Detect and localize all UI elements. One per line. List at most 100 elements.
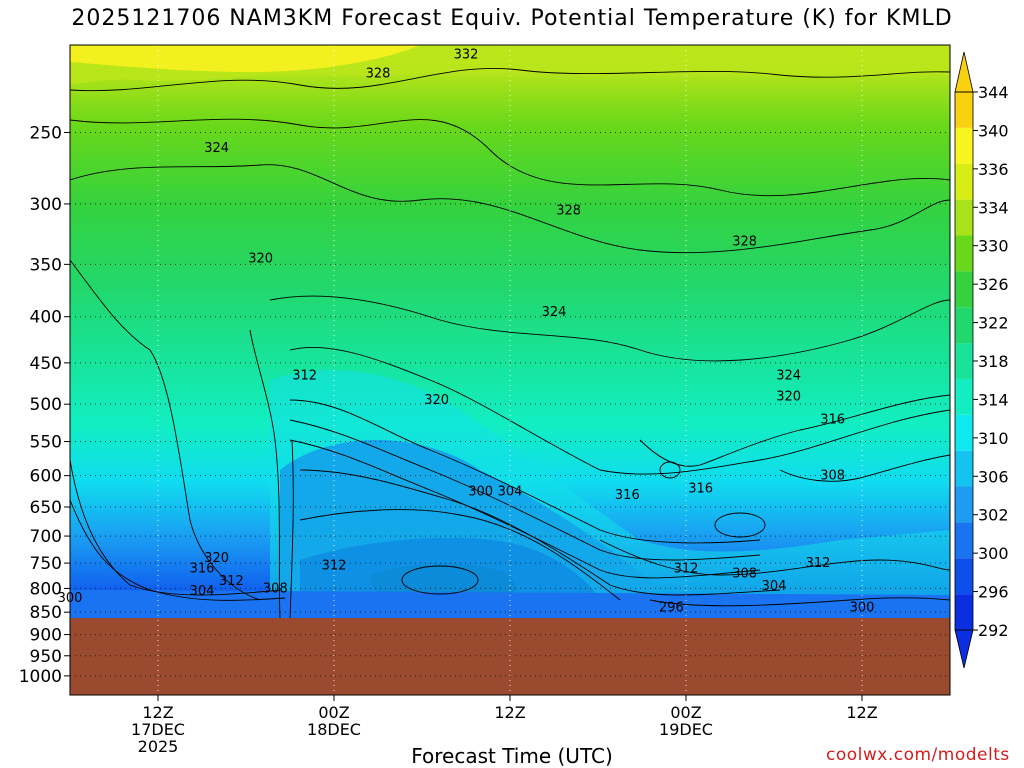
contour-label: 304 bbox=[498, 485, 523, 500]
contour-label: 320 bbox=[248, 252, 273, 267]
colorbar-segment bbox=[955, 378, 973, 415]
y-tick-label: 550 bbox=[30, 433, 62, 453]
contour-line bbox=[269, 295, 950, 362]
contour-line bbox=[289, 399, 761, 544]
contour-label: 320 bbox=[204, 551, 229, 566]
y-tick-label: 500 bbox=[30, 395, 62, 415]
y-tick-label: 350 bbox=[30, 255, 62, 275]
contour-line bbox=[289, 419, 761, 561]
contour-line bbox=[401, 565, 479, 595]
colorbar-segment bbox=[955, 92, 973, 128]
contour-label: 300 bbox=[850, 601, 875, 616]
contour-label: 312 bbox=[219, 574, 244, 589]
contour-label: 324 bbox=[776, 369, 801, 384]
contour-line bbox=[70, 67, 950, 92]
colorbar-segment bbox=[955, 414, 973, 451]
colorbar-segment bbox=[955, 271, 973, 308]
contour-label: 320 bbox=[776, 389, 801, 404]
colorbar-tick-label: 314 bbox=[978, 390, 1009, 409]
x-tick-label: 17DEC bbox=[131, 720, 185, 739]
x-tick-label: 12Z bbox=[494, 703, 525, 722]
y-tick-label: 950 bbox=[30, 647, 62, 667]
y-axis: 250 300 350 400 450 500 550 600 650 700 750 800 850 9… bbox=[19, 123, 70, 687]
contour-label: 308 bbox=[263, 581, 288, 596]
colorbar-tick-label: 292 bbox=[978, 621, 1009, 640]
x-axis-label: Forecast Time (UTC) bbox=[411, 744, 613, 768]
contour-line bbox=[249, 329, 281, 621]
contour-label: 308 bbox=[820, 469, 845, 484]
x-tick-label: 12Z bbox=[142, 703, 173, 722]
contour-label: 312 bbox=[806, 556, 831, 571]
y-tick-label: 650 bbox=[30, 498, 62, 518]
colorbar-segment bbox=[955, 163, 973, 200]
contour-line bbox=[299, 469, 781, 596]
colorbar-segment bbox=[955, 486, 973, 523]
colorbar-tick-label: 322 bbox=[978, 314, 1009, 333]
y-tick-label: 800 bbox=[30, 579, 62, 599]
contour-line bbox=[70, 459, 281, 596]
contour-label: 308 bbox=[732, 566, 757, 581]
contour-label: 332 bbox=[454, 48, 479, 63]
contour-line bbox=[70, 259, 261, 601]
colorbar-tick-label: 340 bbox=[978, 121, 1009, 140]
contour-label: 304 bbox=[190, 584, 215, 599]
contour-line bbox=[649, 597, 950, 607]
credit-link[interactable]: coolwx.com/modelts bbox=[826, 745, 1010, 765]
colorbar-segment bbox=[955, 343, 973, 379]
contour-label: 312 bbox=[674, 561, 699, 576]
contour-line bbox=[289, 439, 294, 621]
contour-label: 320 bbox=[424, 393, 449, 408]
x-tick-label: 00Z bbox=[318, 703, 349, 722]
y-tick-label: 300 bbox=[30, 195, 62, 215]
x-tick-label: 19DEC bbox=[659, 720, 713, 739]
contour-label: 316 bbox=[688, 481, 713, 496]
colorbar-segment bbox=[955, 127, 973, 164]
colorbar-tick-label: 296 bbox=[978, 583, 1009, 602]
y-tick-label: 1000 bbox=[19, 667, 62, 687]
contour-line bbox=[289, 439, 761, 579]
contour-label: 328 bbox=[366, 66, 391, 81]
terrain-fill bbox=[70, 618, 950, 695]
colorbar-tick-label: 318 bbox=[978, 352, 1009, 371]
y-tick-label: 450 bbox=[30, 354, 62, 374]
colorbar-bottom-arrow bbox=[954, 629, 974, 669]
y-tick-label: 700 bbox=[30, 527, 62, 547]
contour-line bbox=[659, 461, 681, 479]
y-tick-label: 850 bbox=[30, 603, 62, 623]
colorbar-tick-label: 302 bbox=[978, 506, 1009, 525]
contour-label: 328 bbox=[556, 203, 581, 218]
colorbar-segment bbox=[955, 450, 973, 487]
contour-line bbox=[70, 164, 950, 254]
colorbar-tick-label: 330 bbox=[978, 237, 1009, 256]
colorbar: 292 296 300 302 306 310 314 318 322 326 330 334 336 3… bbox=[954, 51, 1009, 669]
colorbar-segment bbox=[955, 522, 973, 559]
y-tick-label: 750 bbox=[30, 554, 62, 574]
contour-lines bbox=[70, 67, 950, 621]
contour-label: 300 bbox=[468, 485, 493, 500]
contour-label: 316 bbox=[820, 413, 845, 428]
contour-label: 328 bbox=[732, 234, 757, 249]
contour-line bbox=[289, 346, 950, 475]
grid bbox=[70, 45, 950, 695]
contour-line bbox=[299, 509, 621, 601]
colorbar-tick-label: 326 bbox=[978, 275, 1009, 294]
y-tick-label: 250 bbox=[30, 123, 62, 143]
colorbar-segment bbox=[955, 199, 973, 236]
x-tick-label: 00Z bbox=[670, 703, 701, 722]
contour-label: 316 bbox=[615, 488, 640, 503]
contour-label: 324 bbox=[204, 141, 229, 156]
x-tick-label: 2025 bbox=[138, 737, 179, 756]
contour-label: 316 bbox=[190, 561, 215, 576]
contour-label: 304 bbox=[762, 579, 787, 594]
contour-line bbox=[70, 499, 286, 601]
chart-title: 2025121706 NAM3KM Forecast Equiv. Potent… bbox=[71, 6, 953, 31]
contour-label: 324 bbox=[542, 305, 567, 320]
colorbar-top-arrow bbox=[954, 51, 974, 93]
colorbar-tick-label: 344 bbox=[978, 83, 1009, 102]
contour-label: 312 bbox=[292, 369, 317, 384]
contour-line bbox=[599, 539, 950, 576]
cyan-wedge bbox=[270, 370, 950, 620]
